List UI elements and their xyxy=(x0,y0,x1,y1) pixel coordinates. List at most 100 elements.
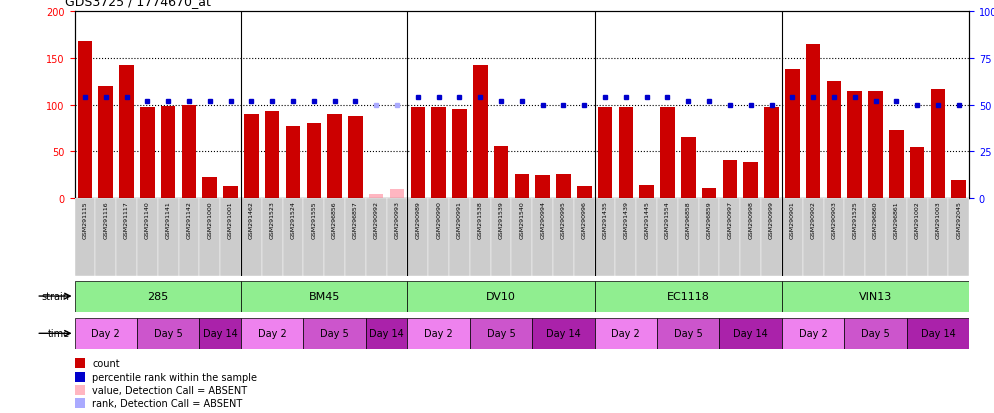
Bar xyxy=(470,318,532,349)
Bar xyxy=(806,45,820,198)
Text: Day 5: Day 5 xyxy=(674,328,703,339)
Text: GSM291439: GSM291439 xyxy=(623,201,628,238)
Bar xyxy=(303,318,366,349)
Bar xyxy=(594,318,657,349)
Bar xyxy=(75,281,241,312)
Bar xyxy=(720,318,782,349)
Bar xyxy=(720,198,741,277)
Bar xyxy=(449,198,470,277)
Text: GSM292045: GSM292045 xyxy=(956,201,961,238)
Text: GSM291445: GSM291445 xyxy=(644,201,649,238)
Text: GSM291555: GSM291555 xyxy=(311,201,316,238)
Bar xyxy=(785,70,799,198)
Bar xyxy=(158,198,179,277)
Text: GSM291462: GSM291462 xyxy=(248,201,253,238)
Bar xyxy=(348,116,363,198)
Bar xyxy=(699,198,720,277)
Text: GSM291116: GSM291116 xyxy=(103,201,108,238)
Bar xyxy=(594,281,782,312)
Text: GSM296857: GSM296857 xyxy=(353,201,358,238)
Text: GSM291525: GSM291525 xyxy=(852,201,857,238)
Bar xyxy=(636,198,657,277)
Bar xyxy=(345,198,366,277)
Bar xyxy=(803,198,823,277)
Bar xyxy=(823,198,844,277)
Bar xyxy=(285,127,300,198)
Text: GSM290999: GSM290999 xyxy=(769,201,774,238)
Bar xyxy=(390,190,405,198)
Text: GSM290903: GSM290903 xyxy=(831,201,836,238)
Text: GSM296859: GSM296859 xyxy=(707,201,712,238)
Bar xyxy=(265,112,279,198)
Bar xyxy=(137,318,200,349)
Bar xyxy=(98,87,113,198)
Bar xyxy=(75,318,137,349)
Bar xyxy=(452,110,467,198)
Bar xyxy=(324,198,345,277)
Text: GSM290997: GSM290997 xyxy=(728,201,733,238)
Bar xyxy=(241,318,303,349)
Text: GSM291000: GSM291000 xyxy=(208,201,213,238)
Bar xyxy=(282,198,303,277)
Bar xyxy=(681,138,696,198)
Bar xyxy=(408,198,428,277)
Text: GSM296856: GSM296856 xyxy=(332,201,337,238)
Text: time: time xyxy=(48,328,70,339)
Text: GSM290998: GSM290998 xyxy=(748,201,753,238)
Bar xyxy=(303,198,324,277)
Bar xyxy=(75,198,95,277)
Bar xyxy=(618,108,633,198)
Bar xyxy=(95,198,116,277)
Bar xyxy=(241,281,408,312)
Bar xyxy=(221,198,241,277)
Bar xyxy=(119,65,134,198)
Bar xyxy=(203,178,217,198)
Text: GSM291117: GSM291117 xyxy=(124,201,129,238)
Text: Day 2: Day 2 xyxy=(799,328,827,339)
Bar xyxy=(179,198,200,277)
Text: Day 5: Day 5 xyxy=(487,328,516,339)
Text: Day 2: Day 2 xyxy=(611,328,640,339)
Bar xyxy=(741,198,761,277)
Text: GSM291001: GSM291001 xyxy=(228,201,233,238)
Text: percentile rank within the sample: percentile rank within the sample xyxy=(92,372,257,382)
Bar xyxy=(470,198,491,277)
Bar xyxy=(137,198,158,277)
Text: GSM291142: GSM291142 xyxy=(187,201,192,238)
Text: GSM291115: GSM291115 xyxy=(83,201,87,238)
Bar xyxy=(241,198,261,277)
Bar xyxy=(224,186,238,198)
Bar xyxy=(75,358,85,368)
Bar xyxy=(116,198,137,277)
Text: GSM291538: GSM291538 xyxy=(478,201,483,238)
Text: GSM291524: GSM291524 xyxy=(290,201,295,238)
Bar xyxy=(494,147,508,198)
Text: GSM291554: GSM291554 xyxy=(665,201,670,238)
Bar xyxy=(408,318,470,349)
Bar xyxy=(200,318,241,349)
Text: GSM296861: GSM296861 xyxy=(894,201,899,238)
Text: Day 2: Day 2 xyxy=(424,328,453,339)
Text: Day 5: Day 5 xyxy=(861,328,890,339)
Bar xyxy=(366,318,408,349)
Bar xyxy=(889,131,904,198)
Text: 285: 285 xyxy=(147,291,168,301)
Text: GSM291141: GSM291141 xyxy=(166,201,171,238)
Bar xyxy=(245,114,258,198)
Bar xyxy=(327,114,342,198)
Bar xyxy=(161,107,176,198)
Bar xyxy=(553,198,574,277)
Bar xyxy=(639,185,654,198)
Text: GSM291435: GSM291435 xyxy=(602,201,607,238)
Bar xyxy=(868,91,883,198)
Bar xyxy=(594,198,615,277)
Text: DV10: DV10 xyxy=(486,291,516,301)
Bar xyxy=(512,198,532,277)
Bar xyxy=(75,372,85,382)
Text: Day 14: Day 14 xyxy=(546,328,580,339)
Text: GSM296858: GSM296858 xyxy=(686,201,691,238)
Text: Day 5: Day 5 xyxy=(320,328,349,339)
Text: GSM290990: GSM290990 xyxy=(436,201,441,238)
Bar xyxy=(702,189,717,198)
Bar xyxy=(597,108,612,198)
